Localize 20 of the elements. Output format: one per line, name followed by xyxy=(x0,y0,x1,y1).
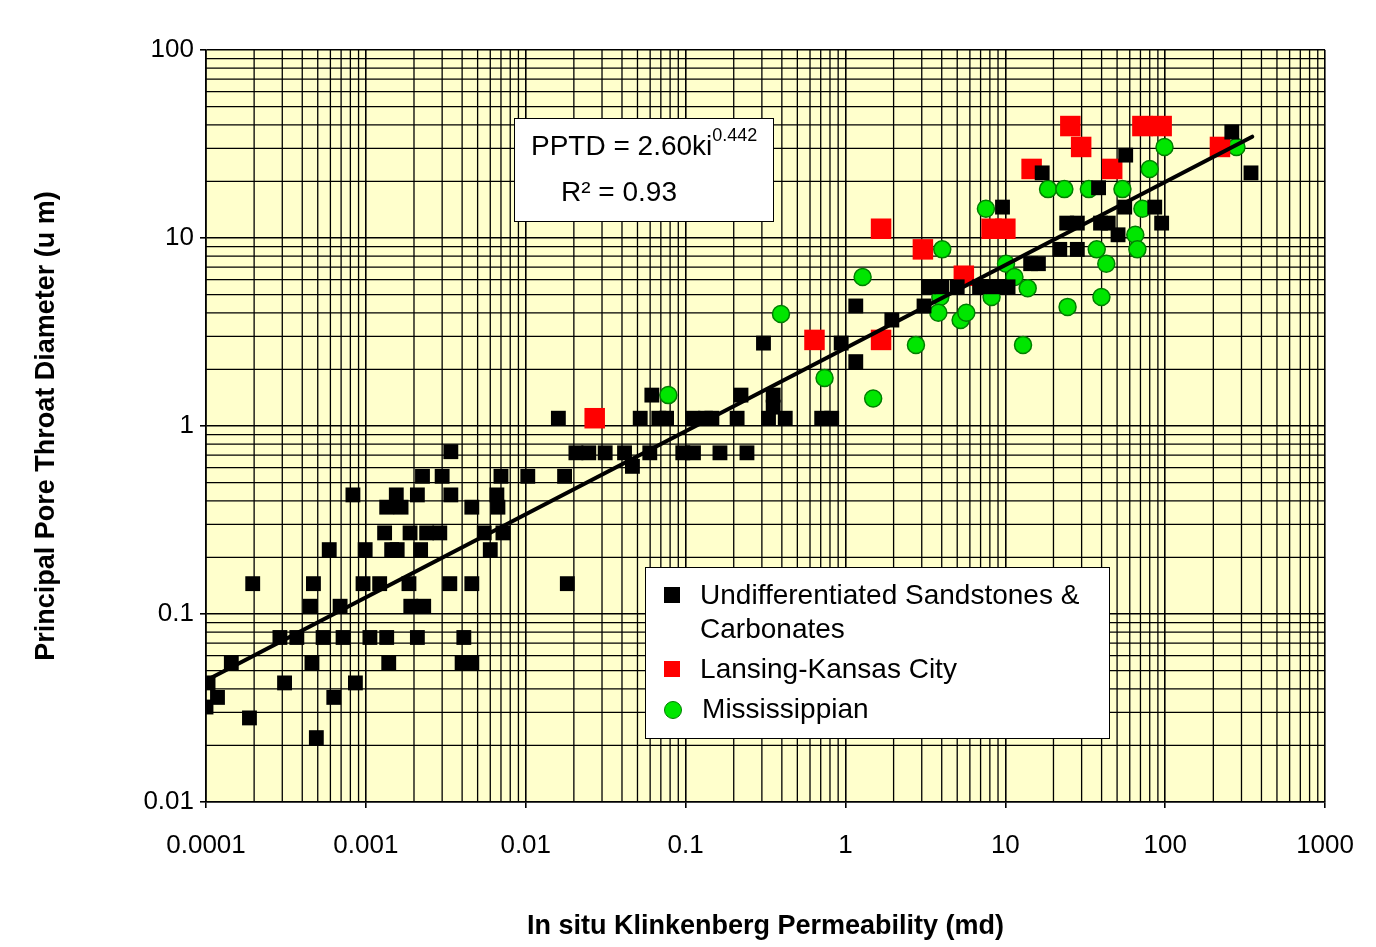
x-tick-label: 1000 xyxy=(1296,828,1354,859)
y-tick-label: 100 xyxy=(150,33,194,64)
legend-label: Mississippian xyxy=(702,692,869,726)
y-tick-label: 1 xyxy=(179,409,194,440)
y-tick-label: 10 xyxy=(165,221,194,252)
legend-label: Undifferentiated Sandstones & Carbonates xyxy=(700,578,1081,646)
legend-label: Lansing-Kansas City xyxy=(700,652,957,686)
y-tick-label: 0.1 xyxy=(157,597,194,628)
x-tick-label: 0.001 xyxy=(333,828,399,859)
annotation: PPTD = 2.60ki$^{0.442}$ xyxy=(531,124,758,163)
x-tick-label: 10 xyxy=(990,828,1020,859)
annotation: R² = 0.93 xyxy=(560,175,678,209)
y-axis-title: Principal Pore Throat Diameter (u m) xyxy=(29,191,60,661)
x-tick-label: 0.01 xyxy=(500,828,552,859)
x-tick-label: 1 xyxy=(838,828,853,859)
x-axis-title: In situ Klinkenberg Permeability (md) xyxy=(526,910,1005,941)
y-tick-label: 0.01 xyxy=(143,785,194,816)
x-tick-label: 0.0001 xyxy=(166,828,246,859)
x-tick-label: 0.1 xyxy=(667,828,704,859)
x-tick-label: 100 xyxy=(1143,828,1187,859)
